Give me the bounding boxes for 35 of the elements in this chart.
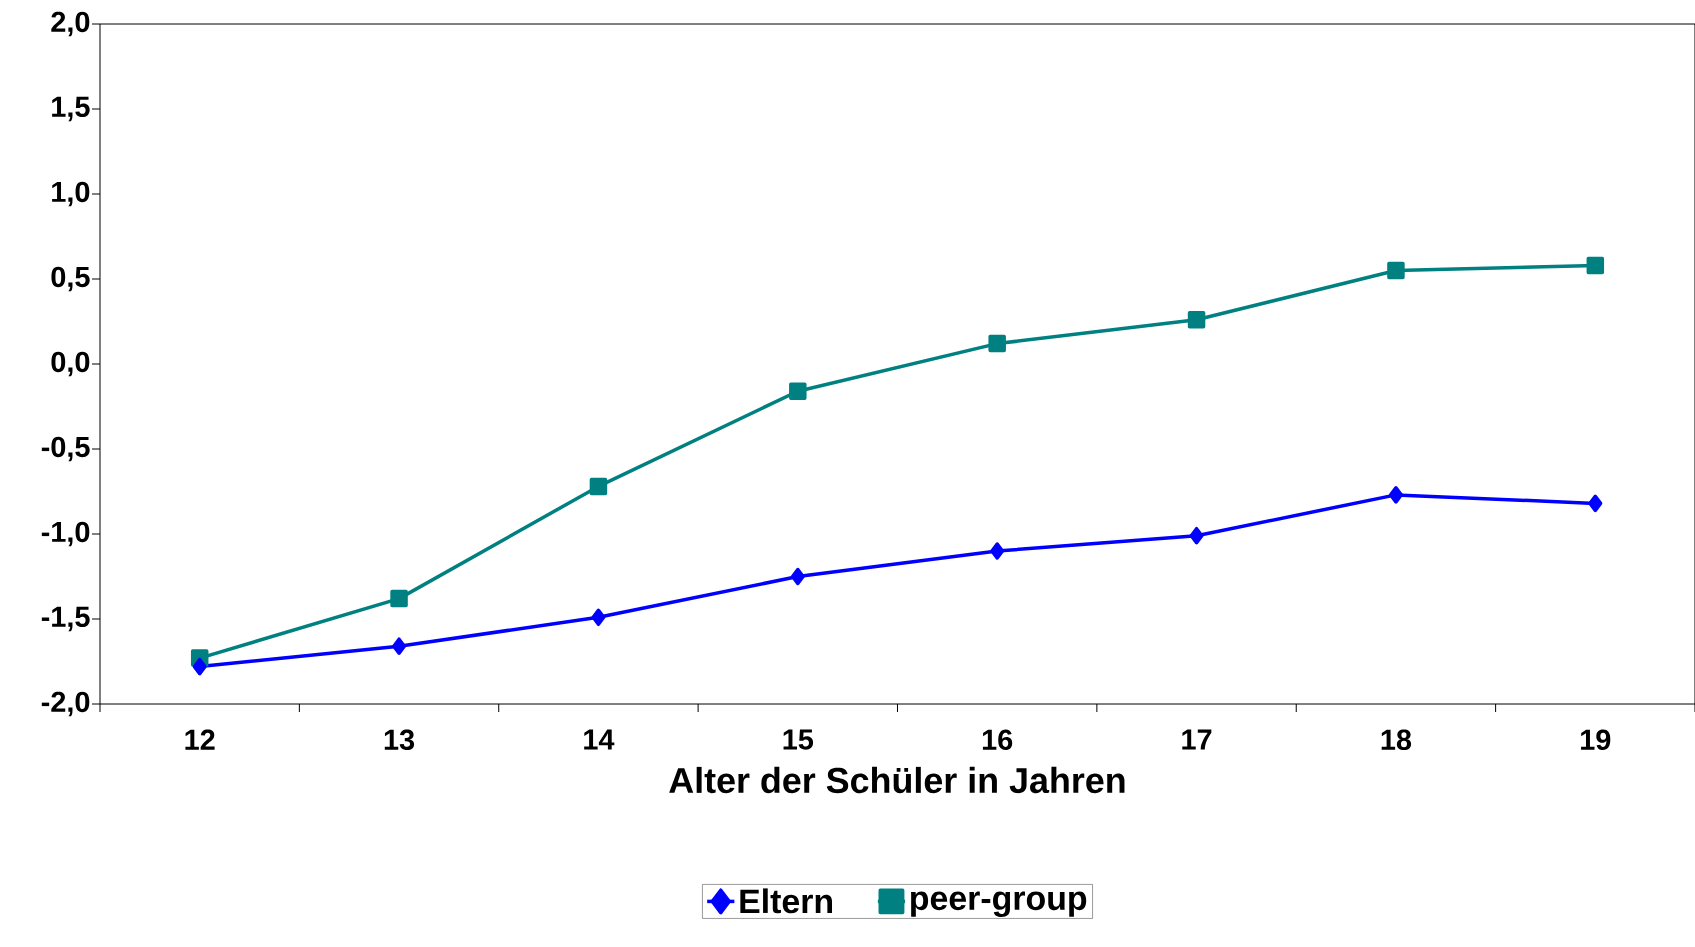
point [589, 477, 608, 496]
x-tick-label: 16 [982, 729, 1013, 750]
point [789, 382, 807, 400]
y-tick-label: 0,5 [51, 266, 90, 292]
y-tick-label: 1,5 [52, 96, 90, 122]
legend-label: Eltern [740, 888, 833, 914]
x-tick-label: 15 [783, 729, 814, 750]
point [390, 589, 408, 608]
point [1189, 526, 1204, 545]
y-tick-label: 2,0 [51, 11, 90, 37]
point [790, 567, 805, 586]
point [1586, 256, 1605, 275]
y-tick-label: 1,0 [52, 181, 90, 207]
x-tick-label: 12 [185, 729, 215, 750]
y-tick-label: -0,5 [41, 436, 90, 462]
point [392, 637, 407, 655]
y-tick-label: -1,0 [41, 521, 90, 547]
point [591, 608, 606, 627]
x-tick-label: 19 [1581, 729, 1611, 750]
point [1187, 311, 1206, 329]
point [1387, 261, 1405, 280]
x-tick-label: 17 [1182, 729, 1212, 750]
point [988, 334, 1006, 353]
legend-label: peer-group [911, 891, 1087, 917]
y-tick-label: 0,0 [51, 351, 90, 377]
x-tick-label: 14 [584, 729, 615, 750]
point [192, 657, 207, 676]
point [1388, 486, 1403, 504]
x-tick-label: 18 [1381, 729, 1412, 750]
y-tick-label: -1,5 [41, 606, 90, 632]
x-axis-title: Alter der Schüler in Jahren [669, 766, 1125, 794]
x-tick-label: 13 [384, 729, 415, 751]
point [1588, 494, 1603, 513]
point [990, 542, 1005, 560]
y-tick-label: -2,0 [41, 691, 90, 717]
